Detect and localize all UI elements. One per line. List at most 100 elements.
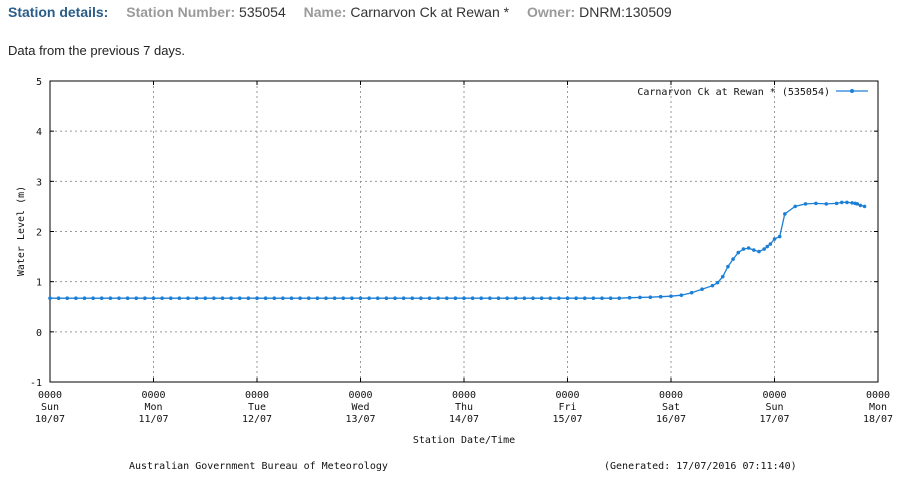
footer-generated: (Generated: 17/07/2016 07:11:40) xyxy=(604,461,797,472)
data-point xyxy=(401,296,406,301)
data-point xyxy=(427,296,432,301)
data-point xyxy=(710,283,715,288)
data-point xyxy=(617,296,622,301)
data-point xyxy=(522,296,527,301)
data-point xyxy=(255,296,259,301)
x-axis-ticks: 0000Sun10/070000Mon11/070000Tue12/070000… xyxy=(35,81,893,425)
y-axis-label: Water Level (m) xyxy=(16,186,27,276)
data-point xyxy=(48,296,52,301)
data-point xyxy=(600,296,604,301)
data-point xyxy=(281,296,285,301)
x-tick-label: 0000 xyxy=(452,390,476,401)
data-point xyxy=(65,296,70,301)
data-point xyxy=(803,202,808,206)
x-tick-label: 16/07 xyxy=(656,414,686,425)
data-point xyxy=(324,296,328,301)
data-point xyxy=(99,296,104,301)
data-point xyxy=(393,296,397,301)
x-tick-label: 0000 xyxy=(245,390,269,401)
data-point xyxy=(700,287,704,291)
footer-agency: Australian Government Bureau of Meteorol… xyxy=(129,461,388,472)
x-tick-label: Mon xyxy=(144,402,162,413)
data-point xyxy=(160,296,164,301)
data-point xyxy=(350,296,354,301)
data-point xyxy=(108,296,113,301)
x-tick-label: Thu xyxy=(455,402,473,413)
station-number-value: 535054 xyxy=(239,4,286,20)
data-point xyxy=(470,296,475,301)
data-point xyxy=(839,200,844,205)
station-details: Station details: Station Number: 535054 … xyxy=(8,4,672,20)
x-tick-label: Sat xyxy=(662,402,680,413)
x-tick-label: Mon xyxy=(869,402,887,413)
data-point xyxy=(777,234,782,239)
data-point xyxy=(436,296,440,301)
data-point xyxy=(194,296,199,301)
data-point xyxy=(669,294,673,299)
data-point xyxy=(689,290,694,295)
y-tick-label: 1 xyxy=(36,278,42,289)
x-tick-label: Tue xyxy=(248,402,266,413)
data-point xyxy=(272,296,277,301)
data-point xyxy=(384,296,389,301)
owner-value: DNRM:130509 xyxy=(579,4,672,20)
data-point xyxy=(237,296,242,301)
x-tick-label: 0000 xyxy=(141,390,165,401)
data-point xyxy=(531,296,535,301)
data-point xyxy=(306,296,311,301)
y-tick-label: 2 xyxy=(36,228,42,239)
x-tick-label: 0000 xyxy=(866,390,890,401)
data-point xyxy=(82,296,87,301)
series-group xyxy=(48,200,867,301)
data-point xyxy=(726,264,730,269)
data-point xyxy=(638,295,642,300)
data-point xyxy=(143,296,147,301)
data-point xyxy=(565,296,570,301)
data-point xyxy=(715,280,720,285)
data-point xyxy=(658,294,663,299)
x-tick-label: Sun xyxy=(765,402,783,413)
y-tick-label: 4 xyxy=(36,127,42,138)
data-point xyxy=(91,296,95,301)
data-point xyxy=(574,296,578,301)
x-tick-label: 10/07 xyxy=(35,414,65,425)
data-point xyxy=(824,202,829,206)
data-point xyxy=(151,296,156,301)
data-point xyxy=(746,246,751,250)
y-tick-label: -1 xyxy=(30,378,42,389)
x-tick-label: Sun xyxy=(41,402,59,413)
data-point xyxy=(834,201,839,206)
x-tick-label: 0000 xyxy=(38,390,62,401)
data-point xyxy=(444,296,449,301)
legend-swatch-marker xyxy=(850,89,854,93)
data-point xyxy=(548,296,553,301)
x-tick-label: 18/07 xyxy=(863,414,893,425)
x-tick-label: 0000 xyxy=(348,390,372,401)
x-tick-label: 17/07 xyxy=(759,414,789,425)
data-point xyxy=(765,244,770,249)
data-point xyxy=(117,296,121,301)
data-point xyxy=(410,296,415,301)
x-tick-label: 0000 xyxy=(659,390,683,401)
x-tick-label: 11/07 xyxy=(138,414,168,425)
data-point xyxy=(246,296,251,301)
data-point xyxy=(768,242,773,246)
data-point xyxy=(289,296,294,301)
data-point xyxy=(315,296,320,301)
data-point xyxy=(783,212,787,216)
data-point xyxy=(358,296,363,301)
y-tick-label: 5 xyxy=(36,77,42,88)
y-tick-label: 0 xyxy=(36,328,42,339)
data-point xyxy=(752,248,756,252)
data-point xyxy=(367,296,371,301)
data-point xyxy=(814,201,818,206)
data-point xyxy=(557,296,561,301)
x-axis-label: Station Date/Time xyxy=(413,435,515,446)
data-point xyxy=(74,296,78,301)
chart-grid xyxy=(50,81,878,382)
data-point xyxy=(762,247,766,251)
data-point xyxy=(627,295,632,300)
data-point xyxy=(845,200,849,205)
data-point xyxy=(341,296,346,301)
